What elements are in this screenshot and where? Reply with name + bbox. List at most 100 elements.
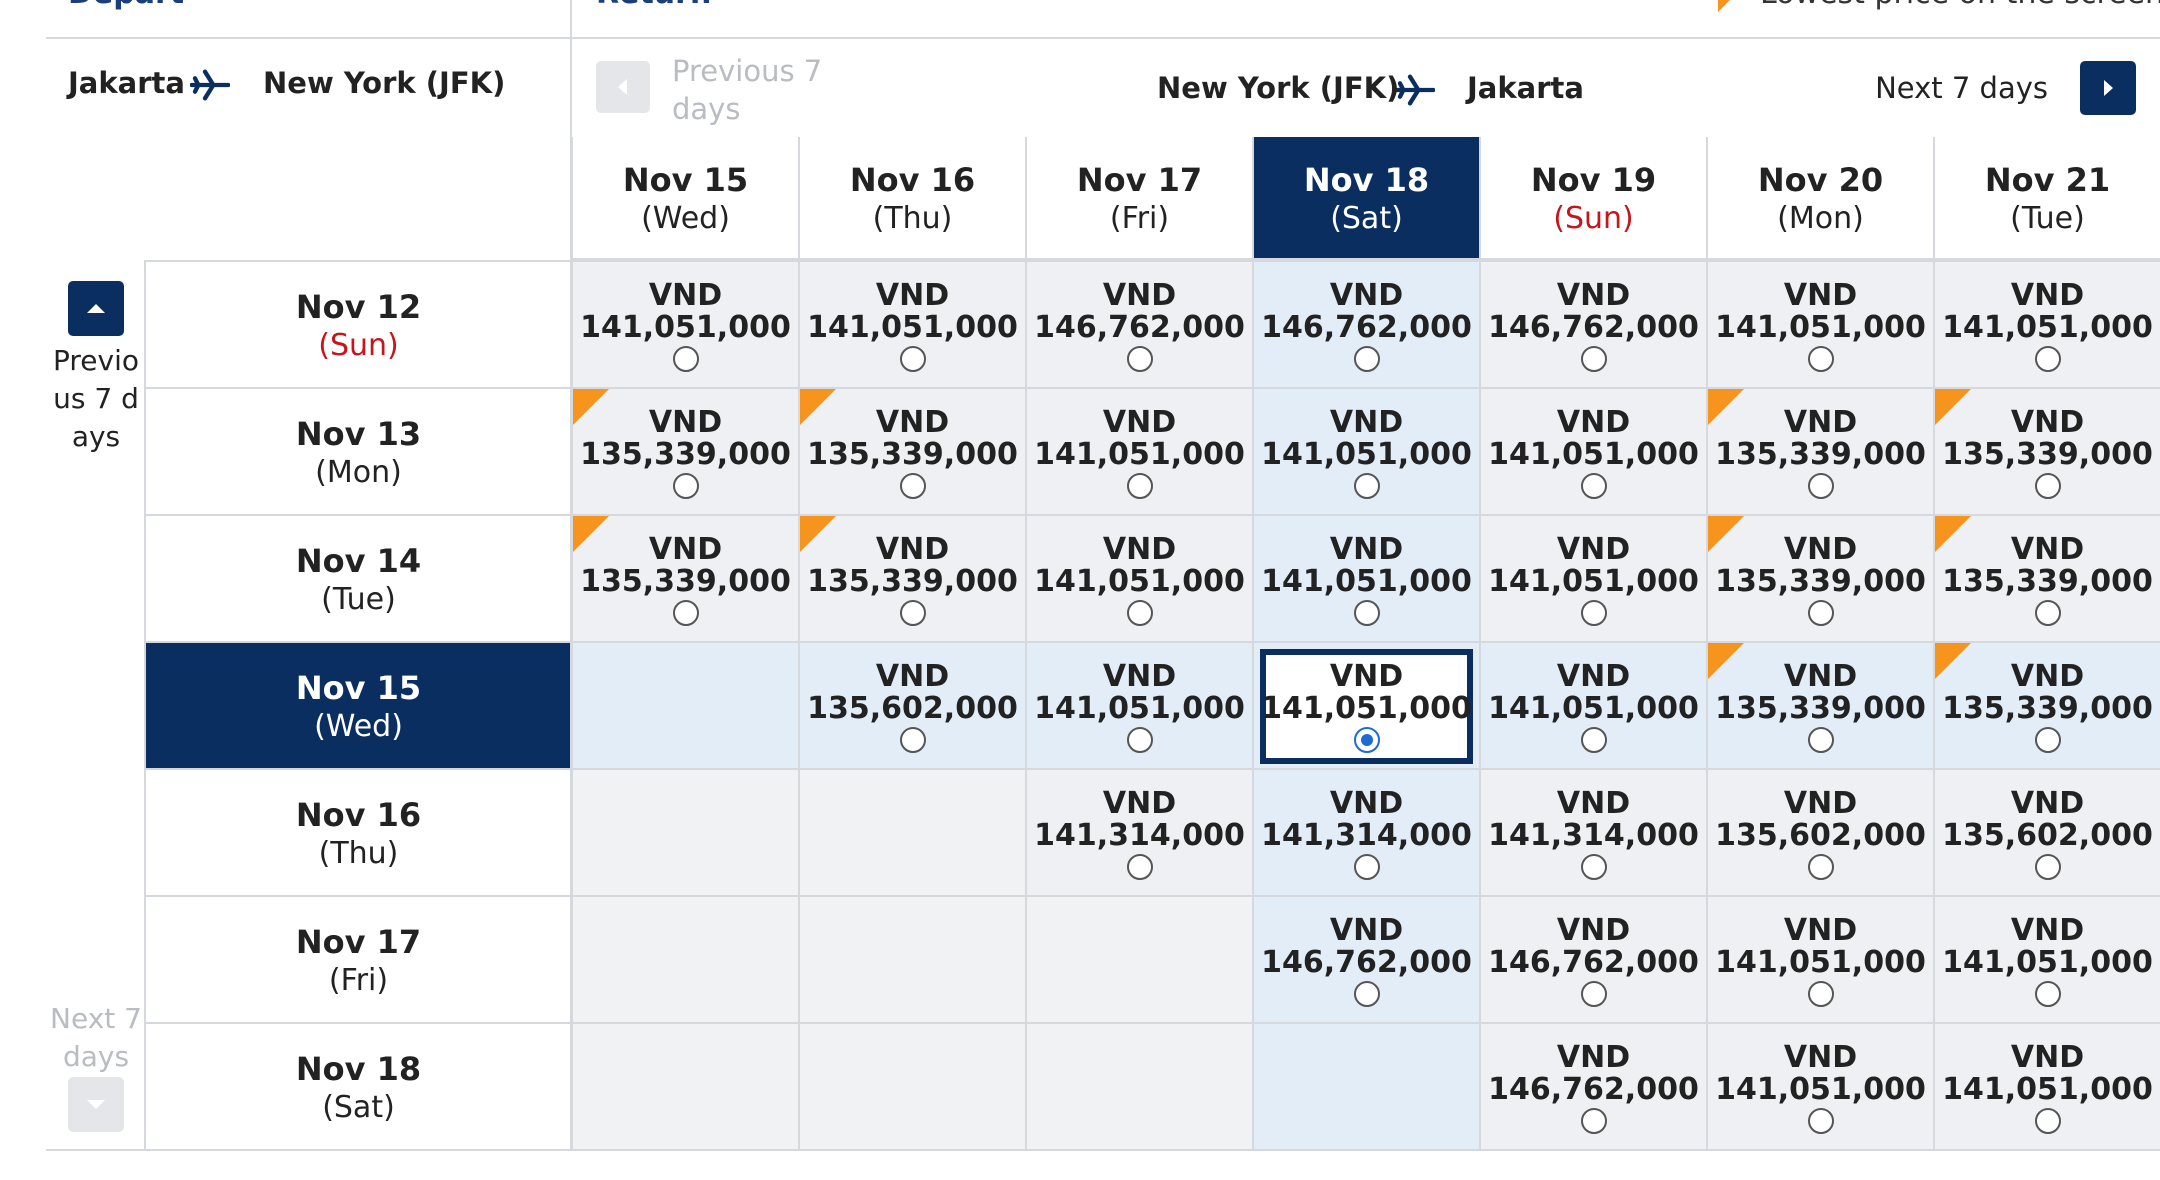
radio-button[interactable] bbox=[1353, 473, 1380, 499]
price-cell[interactable]: VND 135,339,000 bbox=[1706, 514, 1933, 641]
price-cell[interactable]: VND 141,051,000 bbox=[1252, 387, 1479, 514]
radio-button[interactable] bbox=[1126, 473, 1153, 499]
radio-button[interactable] bbox=[1353, 854, 1380, 880]
radio-button[interactable] bbox=[2034, 346, 2061, 372]
radio-button[interactable] bbox=[1353, 981, 1380, 1007]
price-cell[interactable]: VND 146,762,000 bbox=[1252, 895, 1479, 1022]
column-date: Nov 19 bbox=[1530, 161, 1657, 199]
price-cell[interactable]: VND 141,051,000 bbox=[1025, 387, 1252, 514]
next-return-text[interactable]: Next 7 days bbox=[1875, 71, 2048, 105]
radio-button[interactable] bbox=[1580, 473, 1607, 499]
radio-button[interactable] bbox=[1580, 600, 1607, 626]
radio-button[interactable] bbox=[1807, 854, 1834, 880]
price-cell[interactable]: VND 135,339,000 bbox=[571, 387, 798, 514]
prev-return-button[interactable] bbox=[596, 61, 650, 113]
radio-button[interactable] bbox=[1126, 346, 1153, 372]
radio-button[interactable] bbox=[1807, 600, 1834, 626]
radio-button[interactable] bbox=[1807, 1108, 1834, 1134]
price: 146,762,000 bbox=[1261, 945, 1472, 980]
route-to: Jakarta bbox=[1467, 71, 1584, 105]
price-cell[interactable]: VND 141,051,000 bbox=[798, 260, 1025, 387]
radio-button[interactable] bbox=[1807, 727, 1834, 753]
price-cell[interactable]: VND 135,339,000 bbox=[1933, 514, 2160, 641]
price-cell[interactable]: VND 141,051,000 bbox=[1025, 514, 1252, 641]
price-cell[interactable]: VND 141,314,000 bbox=[1025, 768, 1252, 895]
next-depart-text[interactable]: Next 7 days bbox=[50, 1002, 142, 1073]
radio-button[interactable] bbox=[899, 346, 926, 372]
radio-button[interactable] bbox=[1580, 981, 1607, 1007]
column-date: Nov 16 bbox=[849, 161, 976, 199]
next-depart-button[interactable] bbox=[68, 1077, 124, 1132]
radio-button[interactable] bbox=[1353, 346, 1380, 372]
price-cell[interactable]: VND 141,314,000 bbox=[1252, 768, 1479, 895]
price-cell[interactable]: VND 141,051,000 bbox=[1706, 895, 1933, 1022]
radio-button[interactable] bbox=[899, 600, 926, 626]
price-cell[interactable]: VND 135,339,000 bbox=[1706, 641, 1933, 768]
price-cell[interactable]: VND 141,051,000 bbox=[571, 260, 798, 387]
radio-button[interactable] bbox=[2034, 727, 2061, 753]
radio-button[interactable] bbox=[672, 600, 699, 626]
price-cell[interactable]: VND 141,051,000 bbox=[1706, 1022, 1933, 1149]
currency: VND bbox=[875, 659, 950, 694]
next-return-button[interactable] bbox=[2080, 61, 2136, 115]
price-cell[interactable]: VND 135,602,000 bbox=[1706, 768, 1933, 895]
column-date: Nov 17 bbox=[1076, 161, 1203, 199]
price-cell[interactable]: VND 146,762,000 bbox=[1025, 260, 1252, 387]
price: 141,051,000 bbox=[1488, 437, 1699, 472]
price-cell[interactable]: VND 135,602,000 bbox=[798, 641, 1025, 768]
price-cell[interactable]: VND 146,762,000 bbox=[1252, 260, 1479, 387]
radio-button[interactable] bbox=[1126, 727, 1153, 753]
radio-button[interactable] bbox=[2034, 600, 2061, 626]
prev-depart-button[interactable] bbox=[68, 281, 124, 336]
prev-return-text[interactable]: Previous 7 days bbox=[672, 54, 823, 126]
radio-button[interactable] bbox=[1353, 600, 1380, 626]
price-cell[interactable]: VND 135,339,000 bbox=[1706, 387, 1933, 514]
price: 146,762,000 bbox=[1034, 310, 1245, 345]
price-cell[interactable]: VND 141,051,000 bbox=[1479, 514, 1706, 641]
price-cell[interactable]: VND 146,762,000 bbox=[1479, 260, 1706, 387]
price-cell[interactable]: VND 141,051,000 bbox=[1252, 514, 1479, 641]
price-cell[interactable]: VND 146,762,000 bbox=[1479, 1022, 1706, 1149]
radio-button[interactable] bbox=[2034, 473, 2061, 499]
empty-cell bbox=[798, 768, 1025, 895]
price-cell[interactable]: VND 141,051,000 bbox=[1933, 895, 2160, 1022]
radio-button[interactable] bbox=[899, 727, 926, 753]
radio-button[interactable] bbox=[1126, 600, 1153, 626]
radio-button[interactable] bbox=[1353, 727, 1380, 753]
price-cell[interactable]: VND 141,051,000 bbox=[1479, 387, 1706, 514]
price-cell[interactable]: VND 141,051,000 bbox=[1706, 260, 1933, 387]
price-cell[interactable]: VND 141,051,000 bbox=[1025, 641, 1252, 768]
radio-button[interactable] bbox=[2034, 1108, 2061, 1134]
radio-button[interactable] bbox=[2034, 854, 2061, 880]
price-cell[interactable]: VND 135,339,000 bbox=[571, 514, 798, 641]
price-cell[interactable]: VND 141,314,000 bbox=[1479, 768, 1706, 895]
radio-button[interactable] bbox=[1807, 473, 1834, 499]
radio-button[interactable] bbox=[1580, 346, 1607, 372]
price-cell[interactable]: VND 135,339,000 bbox=[798, 387, 1025, 514]
currency: VND bbox=[2010, 659, 2085, 694]
price-cell[interactable]: VND 141,051,000 bbox=[1252, 641, 1479, 768]
radio-button[interactable] bbox=[1580, 1108, 1607, 1134]
price: 141,051,000 bbox=[1942, 1072, 2153, 1107]
radio-button[interactable] bbox=[2034, 981, 2061, 1007]
radio-button[interactable] bbox=[1807, 981, 1834, 1007]
price-cell[interactable]: VND 141,051,000 bbox=[1933, 260, 2160, 387]
radio-button[interactable] bbox=[899, 473, 926, 499]
price-cell[interactable]: VND 141,051,000 bbox=[1479, 641, 1706, 768]
lowest-marker bbox=[573, 389, 609, 425]
radio-button[interactable] bbox=[1580, 854, 1607, 880]
radio-button[interactable] bbox=[672, 346, 699, 372]
prev-depart-text[interactable]: Previous 7 days bbox=[53, 344, 139, 453]
price-cell[interactable]: VND 135,339,000 bbox=[1933, 641, 2160, 768]
radio-button[interactable] bbox=[1807, 346, 1834, 372]
price-cell[interactable]: VND 135,602,000 bbox=[1933, 768, 2160, 895]
radio-button[interactable] bbox=[1580, 727, 1607, 753]
row-header: Nov 18 (Sat) bbox=[146, 1022, 571, 1149]
price-cell[interactable]: VND 135,339,000 bbox=[798, 514, 1025, 641]
price-cell[interactable]: VND 141,051,000 bbox=[1933, 1022, 2160, 1149]
price-cell[interactable]: VND 146,762,000 bbox=[1479, 895, 1706, 1022]
radio-button[interactable] bbox=[1126, 854, 1153, 880]
price-cell[interactable]: VND 135,339,000 bbox=[1933, 387, 2160, 514]
radio-button[interactable] bbox=[672, 473, 699, 499]
